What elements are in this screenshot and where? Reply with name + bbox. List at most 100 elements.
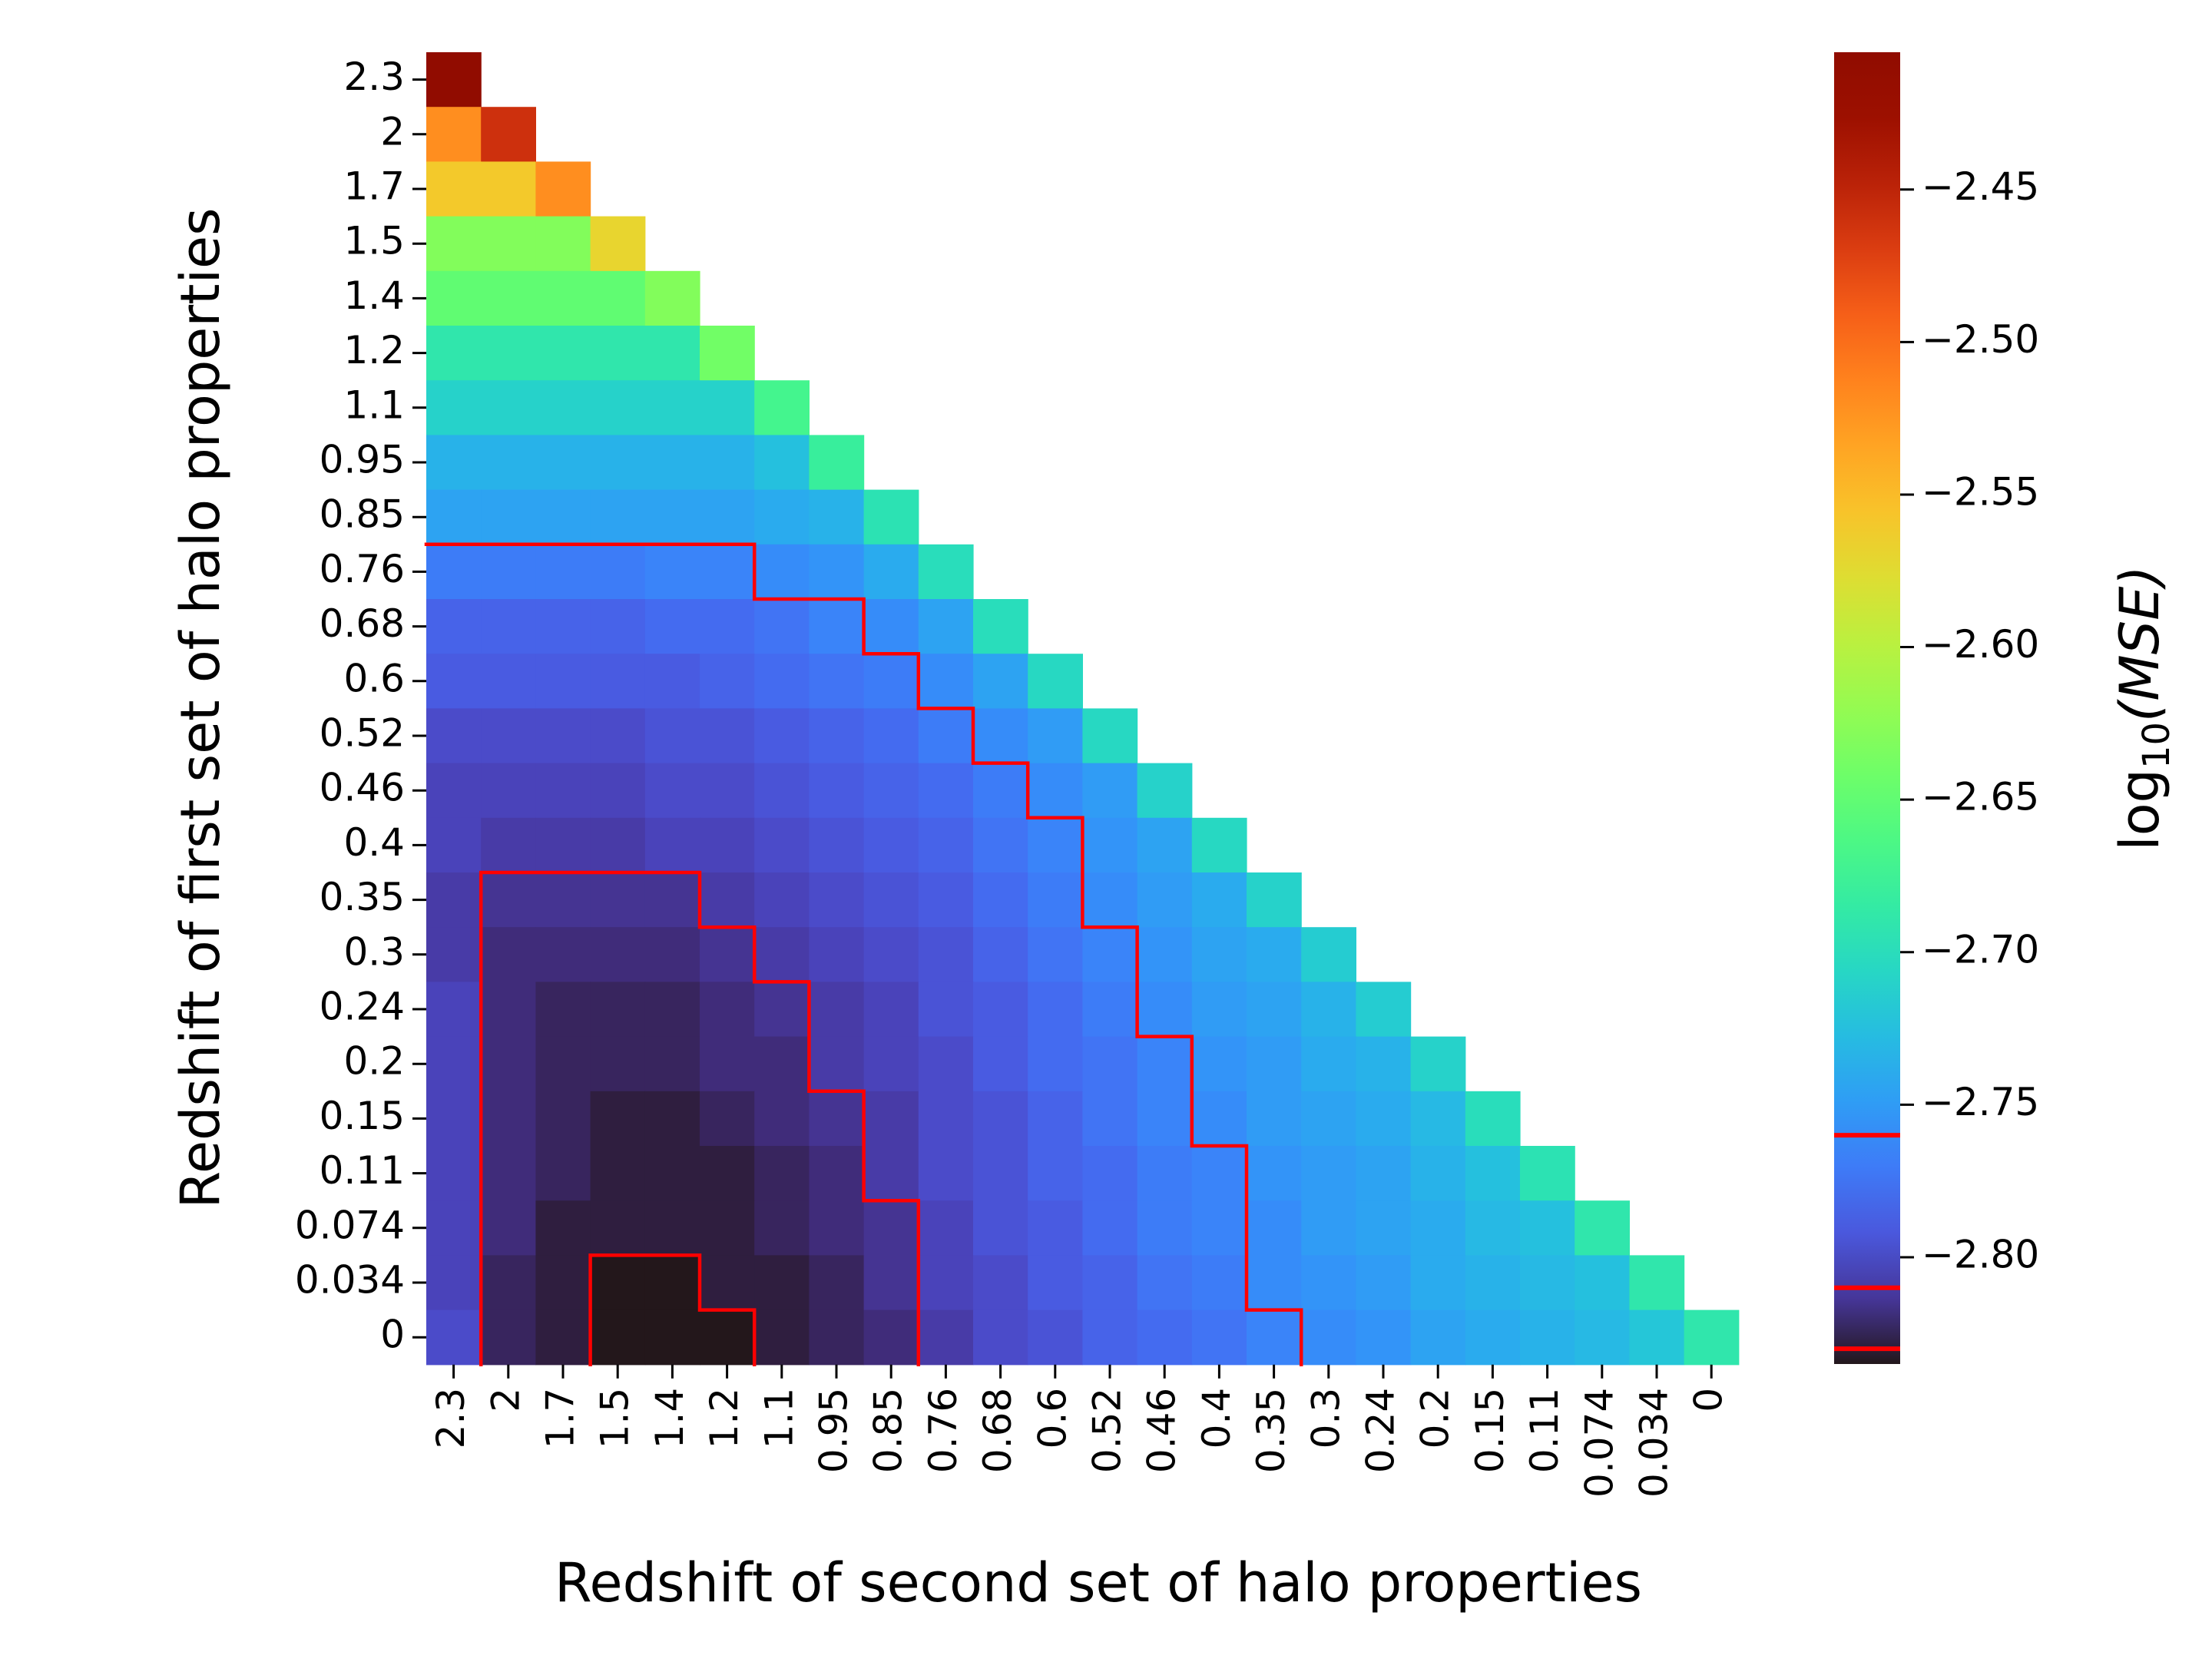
heatmap-cell: [863, 1146, 919, 1201]
heatmap-cell: [918, 599, 974, 654]
heatmap-cell: [809, 1309, 865, 1366]
heatmap-cell: [1082, 1255, 1138, 1311]
colorbar-tick-label: −2.45: [1922, 164, 2039, 209]
heatmap-cell: [809, 544, 865, 600]
heatmap-cell: [535, 216, 591, 272]
heatmap-cell: [426, 1255, 482, 1311]
heatmap-cell: [700, 872, 755, 928]
heatmap-cell: [481, 1200, 536, 1256]
y-tick-label: 1.4: [343, 273, 405, 318]
heatmap-cell: [1137, 763, 1193, 819]
heatmap-cell: [1410, 1200, 1466, 1256]
heatmap-cell: [809, 927, 865, 982]
heatmap-cell: [754, 1200, 810, 1256]
y-tick-label: 0.24: [320, 985, 405, 1029]
heatmap-cell: [1028, 927, 1083, 982]
heatmap-cell: [1520, 1255, 1575, 1311]
heatmap-cell: [973, 1255, 1028, 1311]
x-tick-label: 0.95: [812, 1388, 856, 1473]
heatmap-cell: [590, 599, 646, 654]
heatmap-cell: [481, 1255, 536, 1311]
heatmap-cell: [535, 1255, 591, 1311]
heatmap-cell: [590, 654, 646, 709]
heatmap-cell: [426, 270, 482, 326]
heatmap-cell: [481, 817, 536, 873]
heatmap-cell: [1520, 1309, 1575, 1366]
heatmap-cell: [644, 326, 700, 381]
heatmap-cell: [700, 544, 755, 600]
heatmap-cell: [1247, 872, 1302, 928]
heatmap-cell: [1137, 1255, 1193, 1311]
y-tick-label: 0.46: [320, 766, 405, 810]
heatmap-cell: [809, 654, 865, 709]
heatmap-cell: [535, 708, 591, 764]
heatmap-cell: [1028, 1036, 1083, 1092]
heatmap-cell: [1028, 982, 1083, 1038]
heatmap-cell: [1356, 1200, 1412, 1256]
heatmap-cell: [1465, 1309, 1521, 1366]
heatmap-cell: [700, 1309, 755, 1366]
heatmap-cell: [426, 1091, 482, 1147]
heatmap-cell: [918, 1036, 974, 1092]
heatmap-cell: [644, 872, 700, 928]
y-tick-label: 0.95: [320, 438, 405, 482]
contour-line: [424, 542, 1303, 1367]
heatmap-cell: [590, 216, 646, 272]
heatmap-cell: [863, 544, 919, 600]
heatmap-cell: [1082, 1146, 1138, 1201]
heatmap-cell: [754, 982, 810, 1038]
heatmap-cell: [644, 982, 700, 1038]
heatmap-cell: [809, 1091, 865, 1147]
heatmap-cell: [1520, 1200, 1575, 1256]
heatmap-cell: [590, 1091, 646, 1147]
heatmap-cell: [973, 1146, 1028, 1201]
heatmap-cell: [590, 927, 646, 982]
colorbar-gradient: [1834, 52, 1900, 1364]
heatmap-cell: [426, 107, 482, 162]
heatmap-cell: [1410, 1309, 1466, 1366]
heatmap-cell: [754, 1255, 810, 1311]
heatmap-cell: [809, 982, 865, 1038]
heatmap-cell: [700, 1146, 755, 1201]
heatmap-cell: [1247, 1146, 1302, 1201]
x-tick-label: 0.76: [921, 1388, 965, 1473]
heatmap-cell: [754, 435, 810, 491]
heatmap-cell: [1191, 1200, 1247, 1256]
heatmap-cell: [590, 380, 646, 435]
x-axis-title: Redshift of second set of halo propertie…: [555, 1551, 1642, 1614]
heatmap-cell: [481, 763, 536, 819]
heatmap-cell: [973, 763, 1028, 819]
colorbar-tick-label: −2.60: [1922, 622, 2039, 667]
heatmap-cell: [644, 270, 700, 326]
heatmap-cell: [809, 1255, 865, 1311]
heatmap-cell: [481, 982, 536, 1038]
heatmap-cell: [644, 544, 700, 600]
x-tick-label: 2.3: [429, 1388, 473, 1449]
heatmap-cell: [1137, 817, 1193, 873]
heatmap-cell: [1082, 1091, 1138, 1147]
heatmap-cell: [1191, 982, 1247, 1038]
heatmap-cell: [809, 763, 865, 819]
heatmap-cell: [1028, 1309, 1083, 1366]
heatmap-cell: [426, 216, 482, 272]
heatmap-cell: [863, 489, 919, 545]
heatmap-cell: [700, 1091, 755, 1147]
y-tick-label: 1.1: [343, 382, 405, 427]
heatmap-cell: [535, 1200, 591, 1256]
y-tick-label: 0.68: [320, 601, 405, 646]
heatmap-cell: [1137, 982, 1193, 1038]
heatmap-cell: [535, 763, 591, 819]
colorbar-title-subscript: 10: [2135, 722, 2178, 769]
heatmap-cell: [1301, 927, 1356, 982]
y-tick-label: 0.074: [295, 1203, 405, 1247]
heatmap-cell: [535, 380, 591, 435]
heatmap-cell: [1247, 1200, 1302, 1256]
heatmap-cell: [700, 817, 755, 873]
heatmap-cell: [1082, 1309, 1138, 1366]
y-tick-label: 2: [380, 109, 405, 154]
heatmap-cell: [973, 1036, 1028, 1092]
heatmap-cell: [1301, 1091, 1356, 1147]
heatmap-cell: [590, 1146, 646, 1201]
heatmap-cell: [1301, 1309, 1356, 1366]
heatmap-cell: [809, 708, 865, 764]
